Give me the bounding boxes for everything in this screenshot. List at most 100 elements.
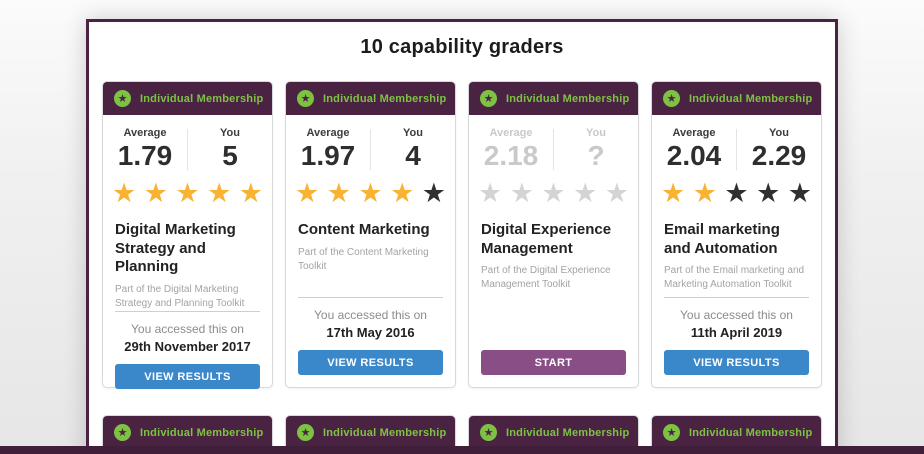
average-label: Average (672, 127, 716, 139)
card-title: Digital Experience Management (481, 220, 612, 257)
score-divider (553, 129, 554, 170)
membership-label: Individual Membership (323, 92, 447, 105)
card-bottom-section: You accessed this on 11th April 2019 VIE… (652, 297, 821, 387)
star-icon: ★ (509, 177, 534, 209)
cards-row-1: ★ Individual Membership Average 1.79 You… (89, 81, 835, 390)
stars-row: ★ ★ ★ ★ ★ (652, 180, 821, 207)
membership-label: Individual Membership (140, 426, 264, 439)
star-icon: ★ (692, 177, 717, 209)
average-score: Average 1.79 (103, 127, 187, 172)
view-results-button[interactable]: VIEW RESULTS (664, 350, 809, 375)
accessed-label: You accessed this on (131, 322, 244, 337)
star-icon: ★ (300, 91, 311, 105)
accessed-date: 17th May 2016 (326, 325, 415, 340)
membership-label: Individual Membership (140, 92, 264, 105)
membership-label: Individual Membership (689, 426, 813, 439)
star-icon: ★ (483, 425, 494, 439)
stars-row: ★ ★ ★ ★ ★ (103, 180, 272, 207)
average-score: Average 2.04 (652, 127, 736, 172)
average-label: Average (306, 127, 350, 139)
star-icon: ★ (175, 177, 200, 209)
card-divider (298, 297, 443, 298)
star-icon: ★ (238, 177, 263, 209)
star-icon: ★ (604, 177, 629, 209)
membership-star-badge-icon: ★ (114, 424, 131, 441)
content-panel: 10 capability graders ★ Individual Membe… (86, 19, 838, 454)
star-icon: ★ (756, 177, 781, 209)
average-value: 2.18 (483, 140, 539, 171)
you-value: 4 (405, 140, 421, 171)
score-divider (187, 129, 188, 170)
you-score: You 5 (188, 127, 272, 172)
stars-row: ★ ★ ★ ★ ★ (286, 180, 455, 207)
you-label: You (220, 127, 240, 139)
average-value: 1.79 (117, 140, 173, 171)
membership-label: Individual Membership (323, 426, 447, 439)
you-label: You (769, 127, 789, 139)
scores-section: Average 1.79 You 5 (103, 127, 272, 172)
you-value: 2.29 (751, 140, 807, 171)
card-title: Content Marketing (298, 220, 430, 238)
star-icon: ★ (143, 177, 168, 209)
membership-star-badge-icon: ★ (663, 90, 680, 107)
card-title: Email marketing and Automation (664, 220, 780, 257)
membership-label: Individual Membership (689, 92, 813, 105)
capability-card-partial: ★ Individual Membership (651, 415, 822, 454)
star-icon: ★ (390, 177, 415, 209)
card-divider (115, 311, 260, 313)
score-divider (370, 129, 371, 170)
you-label: You (586, 127, 606, 139)
average-value: 1.97 (300, 140, 356, 171)
scores-section: Average 2.04 You 2.29 (652, 127, 821, 172)
you-value: ? (587, 140, 605, 171)
star-icon: ★ (112, 177, 137, 209)
you-score: You 4 (371, 127, 455, 172)
capability-card: ★ Individual Membership Average 1.79 You… (102, 81, 273, 390)
page-title: 10 capability graders (360, 36, 564, 58)
membership-label: Individual Membership (506, 426, 630, 439)
average-value: 2.04 (666, 140, 722, 171)
access-block: You accessed this on 11th April 2019 (652, 308, 821, 340)
membership-header: ★ Individual Membership (652, 82, 821, 115)
score-divider (736, 129, 737, 170)
star-icon: ★ (358, 177, 383, 209)
membership-star-badge-icon: ★ (297, 90, 314, 107)
capability-card: ★ Individual Membership Average 2.04 You… (651, 81, 822, 388)
membership-label: Individual Membership (506, 92, 630, 105)
card-bottom-section: You accessed this on 17th May 2016 VIEW … (286, 297, 455, 387)
start-button[interactable]: START (481, 350, 626, 375)
membership-header: ★ Individual Membership (469, 82, 638, 115)
view-results-button[interactable]: VIEW RESULTS (115, 364, 260, 390)
star-icon: ★ (117, 425, 128, 439)
card-bottom-section: START (469, 339, 638, 387)
star-icon: ★ (661, 177, 686, 209)
capability-card: ★ Individual Membership Average 2.18 You… (468, 81, 639, 388)
accessed-label: You accessed this on (314, 308, 427, 322)
membership-header: ★ Individual Membership (469, 416, 638, 449)
capability-card: ★ Individual Membership Average 1.97 You… (285, 81, 456, 388)
star-icon: ★ (326, 177, 351, 209)
star-icon: ★ (483, 91, 494, 105)
star-icon: ★ (421, 177, 446, 209)
star-icon: ★ (724, 177, 749, 209)
average-label: Average (123, 127, 167, 139)
star-icon: ★ (573, 177, 598, 209)
footer-bar (0, 446, 924, 454)
membership-star-badge-icon: ★ (114, 90, 131, 107)
you-score: You ? (554, 127, 638, 172)
you-value: 5 (222, 140, 238, 171)
card-subtitle: Part of the Digital Marketing Strategy a… (115, 284, 245, 310)
membership-header: ★ Individual Membership (286, 416, 455, 449)
you-score: You 2.29 (737, 127, 821, 172)
star-icon: ★ (666, 91, 677, 105)
membership-header: ★ Individual Membership (286, 82, 455, 115)
star-icon: ★ (117, 91, 128, 105)
scores-section: Average 2.18 You ? (469, 127, 638, 172)
stars-row: ★ ★ ★ ★ ★ (469, 180, 638, 207)
star-icon: ★ (787, 177, 812, 209)
card-title: Digital Marketing Strategy and Planning (115, 220, 236, 276)
star-icon: ★ (207, 177, 232, 209)
card-divider (664, 297, 809, 298)
membership-star-badge-icon: ★ (480, 90, 497, 107)
view-results-button[interactable]: VIEW RESULTS (298, 350, 443, 375)
